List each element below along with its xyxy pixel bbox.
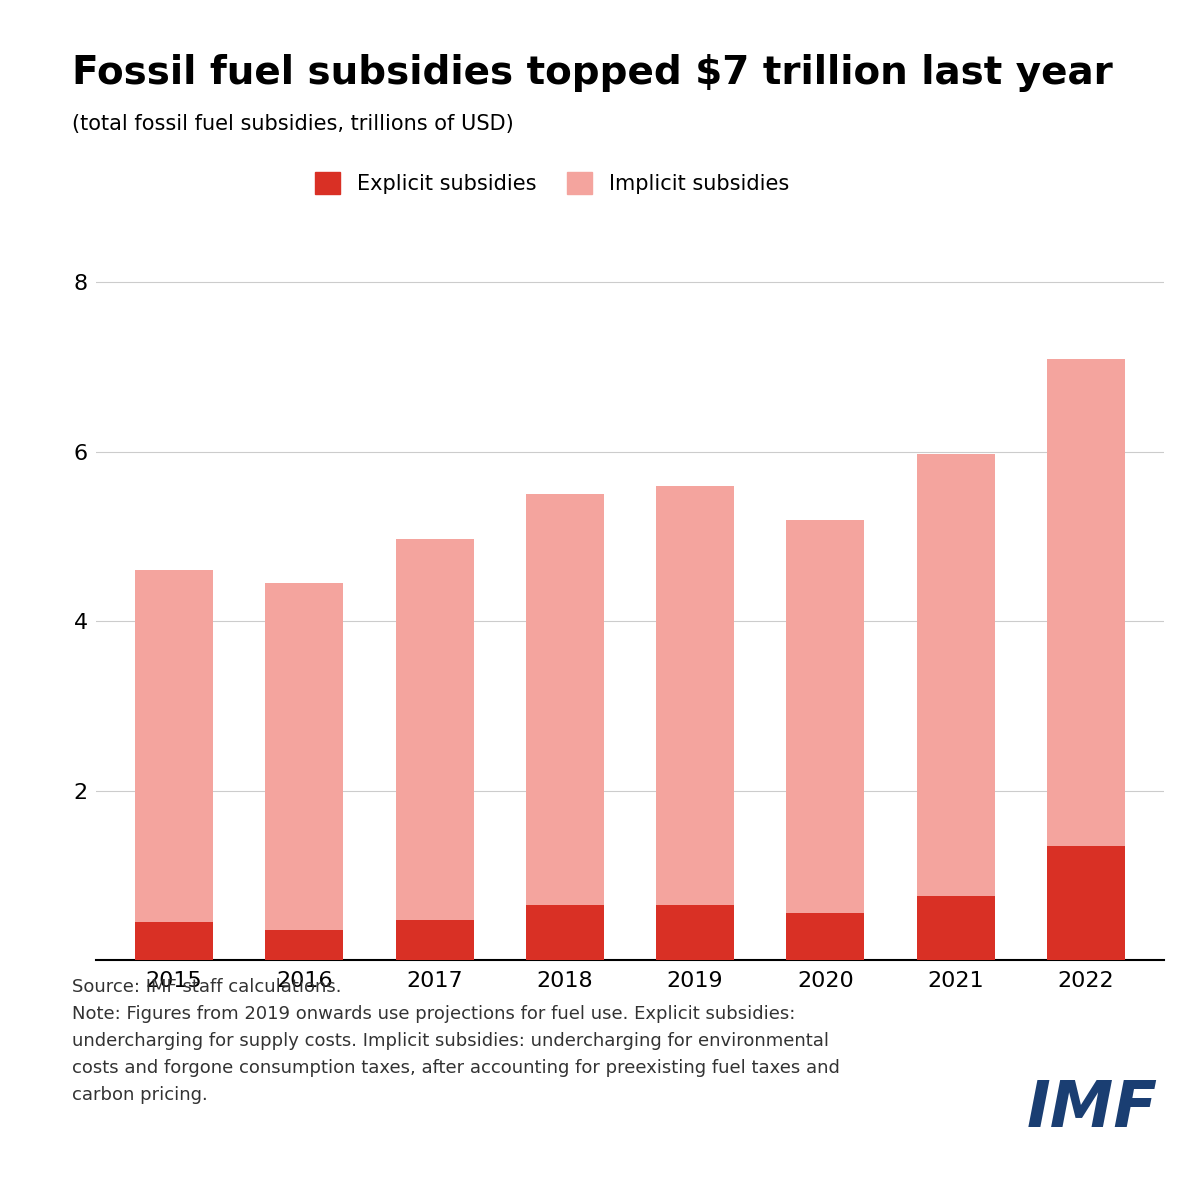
Bar [265,930,343,960]
Bar [265,583,343,930]
Bar [656,905,734,960]
Bar [917,896,995,960]
Bar [526,905,604,960]
Text: Source: IMF staff calculations.
Note: Figures from 2019 onwards use projections : Source: IMF staff calculations. Note: Fi… [72,978,840,1104]
Bar [786,913,864,960]
Bar [396,539,474,920]
Bar [136,570,214,922]
Bar [136,922,214,960]
Bar [1046,359,1124,846]
Text: IMF: IMF [1026,1078,1158,1140]
Text: (total fossil fuel subsidies, trillions of USD): (total fossil fuel subsidies, trillions … [72,114,514,134]
Bar [917,455,995,896]
Bar [786,520,864,913]
Bar [656,486,734,905]
Legend: Explicit subsidies, Implicit subsidies: Explicit subsidies, Implicit subsidies [314,173,790,194]
Text: Fossil fuel subsidies topped $7 trillion last year: Fossil fuel subsidies topped $7 trillion… [72,54,1112,92]
Bar [396,920,474,960]
Bar [526,494,604,905]
Bar [1046,846,1124,960]
